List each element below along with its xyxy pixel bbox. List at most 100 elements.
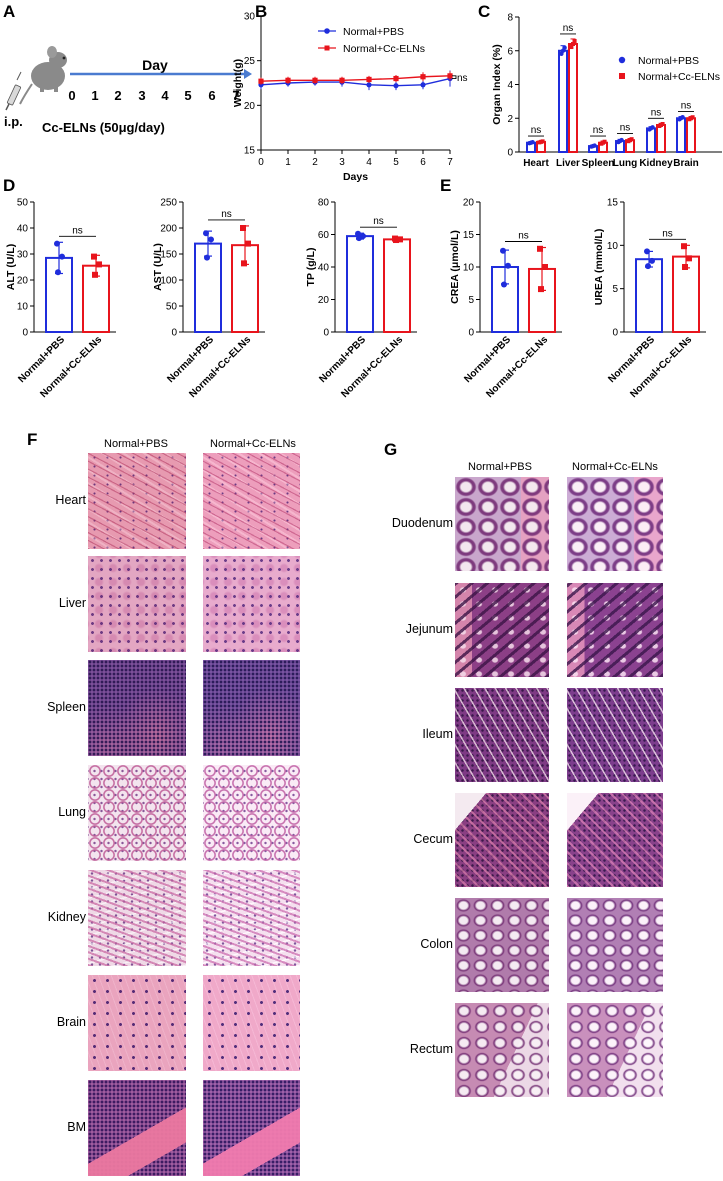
data-point-pbs — [649, 257, 655, 264]
y-tick-label: 0 — [22, 328, 28, 339]
bar-cc — [686, 117, 696, 153]
row-label-bm: BM — [67, 1120, 86, 1134]
ns-label: ns — [593, 125, 604, 136]
histology-image-bm-cc-elns — [203, 1080, 300, 1176]
row-label-ileum: Ileum — [422, 727, 453, 741]
bar-cc — [568, 43, 578, 153]
row-label-cecum: Cecum — [413, 832, 453, 846]
data-point-pbs — [500, 247, 506, 254]
histology-image-kidney-pbs — [88, 870, 186, 966]
timeline-arrowhead — [244, 69, 252, 79]
data-point — [619, 137, 624, 143]
data-point-cc — [397, 236, 403, 243]
histology-image-rectum-cc-elns — [567, 1003, 663, 1097]
data-point — [540, 139, 545, 144]
bar-pbs — [646, 127, 656, 153]
data-point-pbs — [203, 230, 209, 237]
data-point-pbs — [420, 82, 426, 88]
ns-label: ns — [457, 73, 468, 84]
route-label: i.p. — [4, 114, 23, 129]
data-point-cc — [285, 77, 291, 83]
y-tick-label: 0 — [507, 148, 513, 159]
legend-marker-pbs — [618, 56, 626, 64]
category-label: Normal+Cc-ELNs — [38, 334, 104, 400]
data-point-cc — [96, 261, 102, 268]
day-label-0: 0 — [68, 88, 75, 103]
histology-image-kidney-cc-elns — [203, 870, 300, 966]
data-point — [562, 45, 567, 50]
data-point-cc — [241, 260, 247, 267]
histology-image-ileum-pbs — [455, 688, 549, 782]
y-axis-label: Organ Index (%) — [491, 44, 503, 125]
data-point — [650, 125, 655, 130]
legend-label-pbs: Normal+PBS — [343, 26, 404, 38]
y-tick-label: 15 — [607, 198, 619, 209]
legend-marker-cc — [324, 45, 330, 51]
y-tick-label: 20 — [318, 295, 330, 306]
y-tick-label: 20 — [17, 276, 29, 287]
panel-label-a: A — [3, 2, 16, 21]
y-axis-label: Weight(g) — [232, 59, 244, 107]
y-tick-label: 5 — [612, 284, 618, 295]
category-label: Spleen — [582, 158, 615, 169]
g-column-pbs: Normal+PBS — [468, 461, 532, 473]
series-line-1 — [260, 75, 451, 82]
y-tick-label: 200 — [160, 224, 177, 235]
data-point-pbs — [204, 254, 210, 261]
y-tick-label: 20 — [463, 198, 475, 209]
f-column-cc: Normal+Cc-ELNs — [210, 438, 296, 450]
legend-marker-cc — [619, 73, 625, 79]
y-axis-label: TP (g/L) — [305, 248, 317, 287]
bar-cc — [383, 238, 411, 333]
data-point — [572, 38, 577, 43]
weight-legend: Normal+PBS Normal+Cc-ELNs — [318, 26, 425, 55]
y-tick-label: 40 — [17, 224, 29, 235]
data-point — [569, 45, 574, 50]
x-tick-label: 4 — [366, 157, 372, 168]
category-label: Lung — [613, 158, 637, 169]
data-point-cc — [393, 237, 399, 244]
y-tick-label: 10 — [463, 263, 475, 274]
ns-label: ns — [620, 123, 631, 134]
data-point — [530, 140, 535, 145]
data-point-cc — [366, 76, 372, 83]
data-point-pbs — [645, 263, 651, 270]
histology-image-colon-pbs — [455, 898, 549, 992]
day-axis-title: Day — [142, 57, 168, 73]
row-label-rectum: Rectum — [409, 1042, 453, 1056]
data-point — [602, 139, 607, 144]
histology-image-brain-pbs — [88, 975, 186, 1071]
ns-label: ns — [563, 23, 574, 34]
data-point-cc — [542, 264, 548, 270]
y-axis-label: CREA (μmol/L) — [449, 230, 461, 304]
x-tick-label: 0 — [258, 157, 264, 168]
y-axis-label: AST (U/L) — [152, 243, 164, 291]
ns-label: ns — [518, 231, 529, 242]
y-tick-label: 0 — [171, 328, 177, 339]
category-label: Brain — [673, 158, 699, 169]
histology-image-lung-pbs — [88, 765, 186, 861]
x-tick-label: 6 — [420, 157, 426, 168]
y-axis-label: ALT (U/L) — [5, 244, 17, 290]
y-tick-label: 10 — [607, 241, 619, 252]
bar-pbs — [346, 235, 374, 333]
category-label: Liver — [556, 158, 580, 169]
dose-label: Cc-ELNs (50μg/day) — [42, 120, 165, 135]
row-label-heart: Heart — [55, 493, 86, 507]
day-label-2: 2 — [114, 88, 121, 103]
y-tick-label: 50 — [17, 198, 29, 209]
legend-label-cc: Normal+Cc-ELNs — [638, 71, 720, 83]
data-point-pbs — [393, 83, 399, 89]
data-point-cc — [681, 243, 687, 250]
y-tick-label: 6 — [507, 46, 513, 57]
row-label-brain: Brain — [56, 1015, 86, 1029]
panel-label-c: C — [478, 2, 491, 21]
x-tick-label: 7 — [447, 157, 453, 168]
y-tick-label: 8 — [507, 13, 513, 24]
day-label-7: 7 — [232, 88, 239, 103]
y-tick-label: 5 — [468, 295, 474, 306]
